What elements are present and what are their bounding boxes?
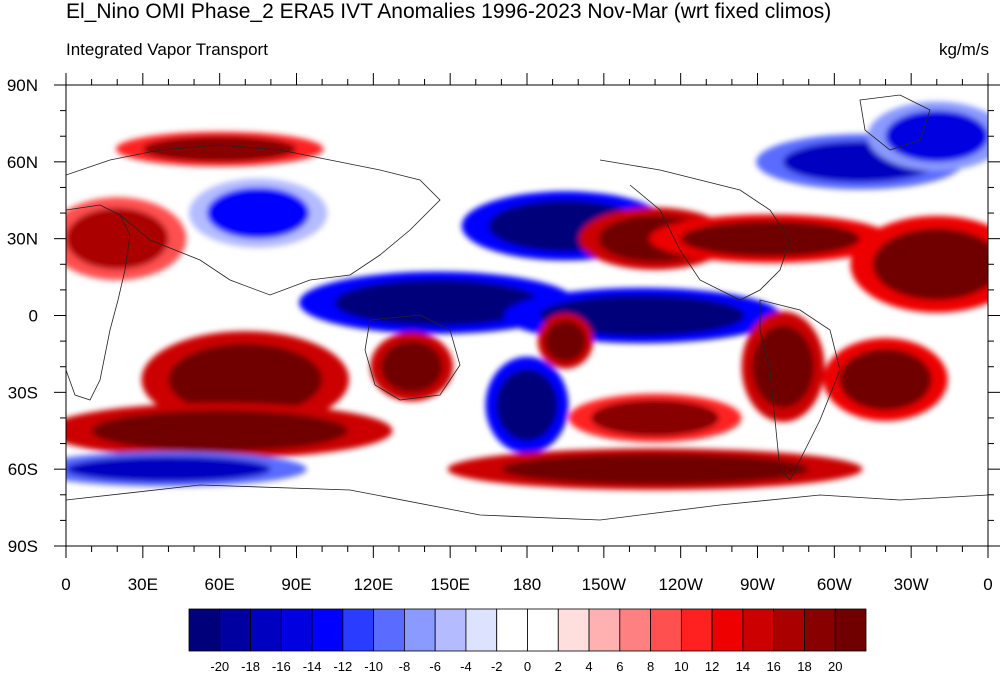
colorbar-label: 4 — [585, 659, 592, 674]
anomaly-core-8 — [544, 320, 586, 362]
anomaly-core-17 — [142, 136, 297, 162]
coastline-australia — [364, 314, 461, 401]
colorbar-swatch — [588, 608, 621, 652]
lat-tick-label: 0 — [29, 307, 38, 326]
coastline-south-america — [759, 299, 841, 481]
colorbar-swatch — [496, 608, 528, 652]
anomaly-map — [66, 85, 988, 546]
lon-tick-label: 60W — [817, 575, 852, 594]
lon-tick-label: 90W — [740, 575, 775, 594]
lat-tick-label: 60N — [7, 153, 38, 172]
colorbar-label: -20 — [210, 659, 229, 674]
colorbar-swatch — [250, 608, 282, 652]
colorbar-swatch — [280, 608, 313, 652]
colorbar-label: 16 — [766, 659, 780, 674]
lon-tick-label: 90E — [281, 575, 311, 594]
colorbar-label: 12 — [705, 659, 719, 674]
anomaly-core-5 — [872, 228, 988, 301]
colorbar-swatch — [219, 608, 251, 652]
colorbar-label: -2 — [491, 659, 503, 674]
anomaly-core-2 — [334, 279, 540, 326]
lon-tick-label: 120W — [658, 575, 702, 594]
colorbar-label: 0 — [524, 659, 531, 674]
colorbar-swatch — [680, 608, 713, 652]
colorbar-swatch — [619, 608, 651, 652]
anomaly-core-18 — [206, 187, 310, 239]
coastlines — [66, 94, 988, 521]
lon-tick-label: 150E — [430, 575, 470, 594]
colorbar-label: 14 — [736, 659, 750, 674]
colorbar-swatch — [373, 608, 405, 652]
lat-tick-label: 90S — [8, 537, 38, 556]
colorbar-label: 6 — [616, 659, 623, 674]
colorbar-label: -18 — [241, 659, 260, 674]
colorbar-swatch — [557, 608, 590, 652]
lat-tick-label: 60S — [8, 460, 38, 479]
lon-tick-label: 30E — [128, 575, 158, 594]
colorbar-label: 2 — [555, 659, 562, 674]
variable-label: Integrated Vapor Transport — [66, 40, 268, 59]
anomaly-core-14 — [501, 453, 809, 485]
lat-tick-label: 90N — [7, 76, 38, 95]
colorbar-label: 18 — [797, 659, 811, 674]
units-label: kg/m/s — [938, 40, 989, 59]
anomaly-core-10 — [752, 325, 814, 408]
colorbar-label: 10 — [674, 659, 688, 674]
colorbar: -20 -18 -16 -14 -12 -10 -8 -6 -4 -2 0 2 4 6 8 10 12 14 16 1… — [188, 608, 867, 674]
coastline-africa — [66, 204, 131, 401]
colorbar-swatch — [650, 608, 682, 652]
anomaly-core-6 — [168, 343, 323, 416]
colorbar-swatch — [804, 608, 836, 652]
lon-tick-label: 60E — [205, 575, 235, 594]
coastline-antarctica — [66, 484, 988, 521]
anomaly-core-4 — [680, 220, 860, 257]
lat-tick-label: 30S — [8, 383, 38, 402]
plot-title: El_Nino OMI Phase_2 ERA5 IVT Anomalies 1… — [66, 0, 832, 23]
coastline-greenland — [859, 94, 931, 151]
colorbar-swatch — [742, 608, 775, 652]
lon-tick-label: 180 — [513, 575, 541, 594]
anomaly-core-12 — [591, 400, 720, 436]
colorbar-label: -6 — [429, 659, 441, 674]
colorbar-swatch — [311, 608, 344, 652]
latitude-ticks: 90N 60N 30N 0 30S 60S 90S — [7, 76, 1000, 556]
colorbar-swatch — [434, 608, 467, 652]
colorbar-label: 8 — [647, 659, 654, 674]
anomaly-core-7 — [381, 341, 443, 393]
colorbar-swatch — [404, 608, 436, 652]
longitude-ticks: 0 30E 60E 90E 120E 150E 180 150W 120W 90W 60W 30W 0 — [61, 73, 993, 594]
lon-tick-label: 0 — [61, 575, 70, 594]
colorbar-label: 20 — [828, 659, 842, 674]
anomaly-core-16 — [66, 207, 169, 270]
colorbar-label: -14 — [303, 659, 322, 674]
colorbar-swatch — [834, 608, 867, 652]
colorbar-swatch — [711, 608, 744, 652]
colorbar-swatch — [465, 608, 498, 652]
anomaly-core-20 — [885, 110, 988, 162]
anomaly-core-11 — [839, 348, 932, 411]
lon-tick-label: 120E — [353, 575, 393, 594]
colorbar-label: -16 — [272, 659, 291, 674]
anomaly-core-15 — [66, 456, 271, 482]
colorbar-swatch — [342, 608, 375, 652]
lon-tick-label: 30W — [894, 575, 929, 594]
lat-tick-label: 30N — [7, 230, 38, 249]
colorbar-label: -12 — [333, 659, 352, 674]
colorbar-swatch — [773, 608, 805, 652]
anomaly-core-13 — [91, 410, 348, 452]
coastline-north-america — [599, 159, 791, 301]
colorbar-swatch — [188, 608, 221, 652]
anomaly-core-3 — [539, 295, 745, 336]
coastline-eurasia — [66, 144, 441, 296]
colorbar-label: -4 — [460, 659, 472, 674]
lon-tick-label: 150W — [582, 575, 626, 594]
colorbar-label: -8 — [399, 659, 411, 674]
colorbar-swatch — [527, 608, 559, 652]
lon-tick-label: 0 — [983, 575, 992, 594]
colorbar-label: -10 — [364, 659, 383, 674]
anomaly-core-9 — [496, 369, 558, 441]
